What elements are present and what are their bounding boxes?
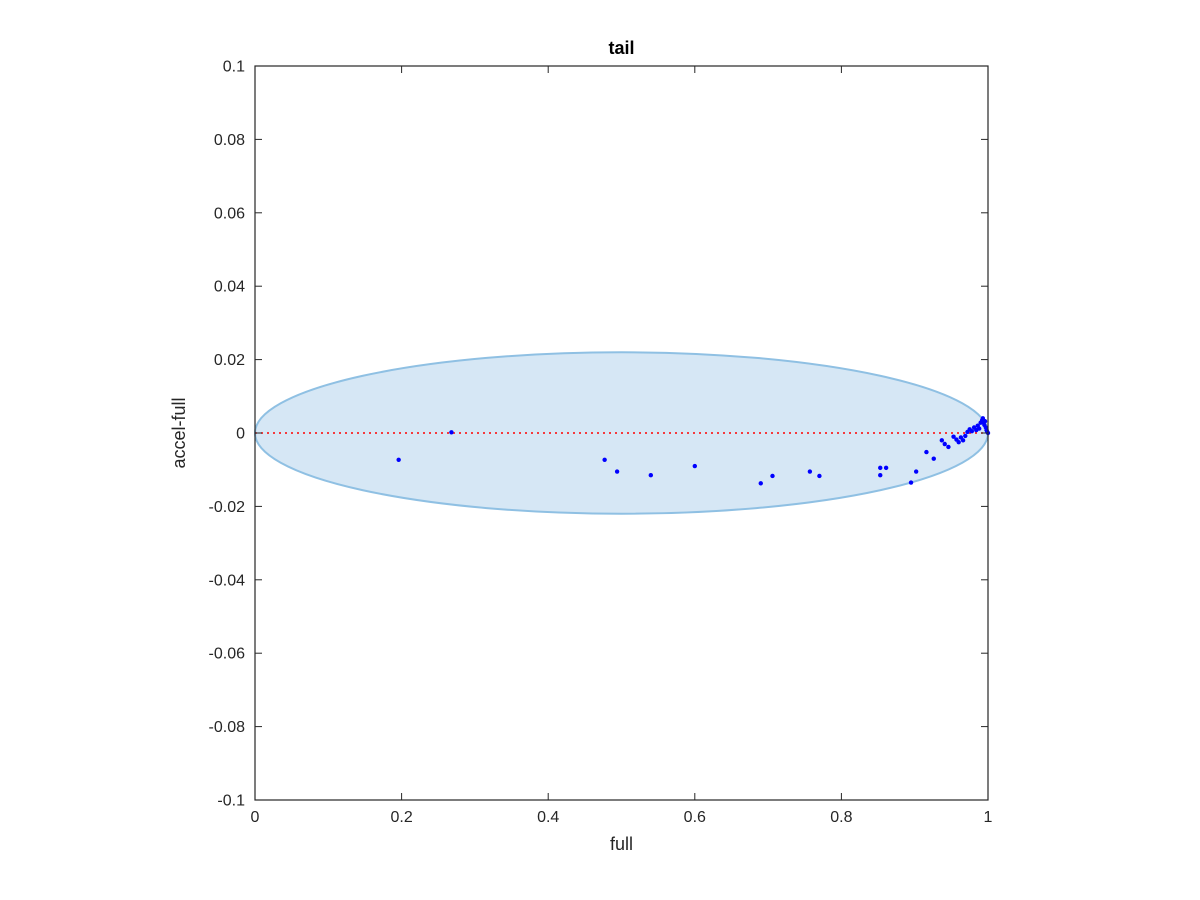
y-tick-label-7: 0.04 [214, 279, 245, 296]
points-layer [396, 416, 991, 486]
y-axis-ticks: -0.1 -0.08 -0.06 -0.04 -0.02 0 0.02 0.04 0.06 0.0… [209, 59, 988, 810]
y-axis-label: accel-full [169, 397, 189, 468]
data-point-12 [883, 465, 889, 471]
data-point-18 [942, 441, 947, 447]
data-point-3 [614, 469, 620, 474]
y-tick-label-2: -0.06 [209, 646, 246, 663]
y-tick-label-4: -0.02 [209, 499, 246, 516]
data-point-0 [396, 457, 401, 462]
x-tick-label-0: 0 [251, 809, 260, 826]
y-tick-label-1: -0.08 [209, 719, 246, 736]
data-point-8 [807, 469, 813, 474]
data-point-13 [908, 480, 914, 485]
y-tick-label-10: 0.1 [223, 59, 245, 76]
x-tick-label-1: 0.2 [390, 809, 412, 826]
data-point-16 [931, 456, 936, 461]
data-point-15 [924, 449, 929, 455]
y-tick-label-0: -0.1 [217, 793, 245, 810]
y-tick-label-9: 0.08 [214, 132, 245, 149]
y-tick-label-3: -0.04 [209, 572, 246, 589]
x-tick-label-2: 0.4 [537, 809, 559, 826]
x-tick-label-3: 0.6 [684, 809, 706, 826]
x-axis-ticks: 0 0.2 0.4 0.6 0.8 1 [251, 66, 993, 826]
data-point-6 [758, 481, 763, 486]
data-point-7 [770, 473, 775, 479]
data-point-20 [951, 434, 956, 439]
data-point-25 [963, 433, 968, 439]
x-tick-label-4: 0.8 [830, 809, 852, 826]
x-axis-label: full [610, 834, 633, 854]
data-point-1 [449, 430, 454, 435]
y-tick-label-8: 0.06 [214, 205, 245, 222]
x-tick-label-5: 1 [984, 809, 993, 826]
data-point-28 [969, 428, 975, 434]
data-point-17 [939, 438, 945, 443]
y-tick-label-6: 0.02 [214, 352, 245, 369]
data-point-19 [946, 444, 951, 450]
data-point-38 [982, 419, 988, 424]
data-point-24 [960, 438, 966, 443]
data-point-11 [878, 465, 883, 471]
chart-title: tail [608, 38, 634, 58]
data-point-5 [692, 463, 697, 469]
data-point-14 [913, 469, 919, 474]
data-point-2 [602, 457, 607, 462]
data-point-9 [817, 473, 822, 479]
data-point-10 [878, 473, 883, 478]
data-point-32 [977, 426, 982, 431]
data-point-4 [648, 473, 654, 478]
y-tick-label-5: 0 [236, 426, 245, 443]
data-point-22 [956, 439, 961, 445]
